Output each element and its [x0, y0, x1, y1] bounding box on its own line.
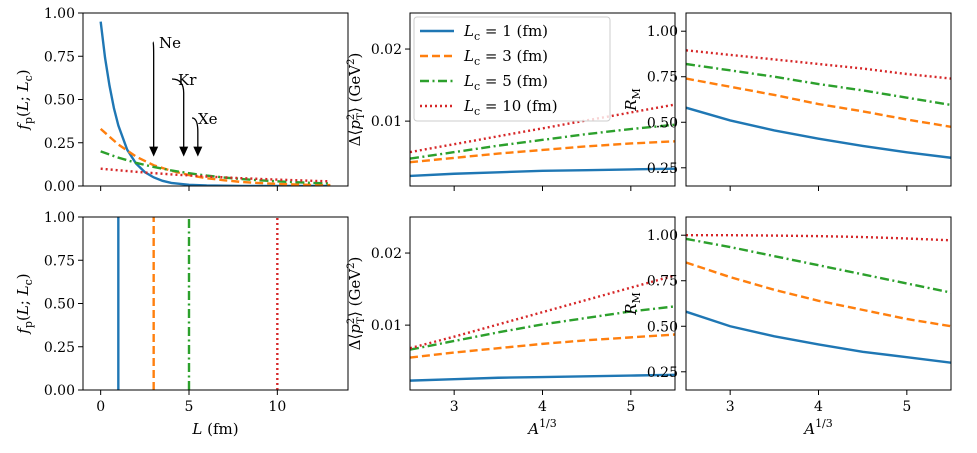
y-tick-label: 0.50: [44, 93, 75, 109]
series-line-lc3: [686, 261, 951, 328]
x-axis-label: A1/3: [526, 417, 557, 438]
y-tick-label: 0.25: [44, 340, 75, 356]
y-tick-label: 0.01: [371, 114, 402, 130]
x-tick-label: 0: [96, 399, 105, 415]
x-tick-label: 4: [814, 399, 823, 415]
series-line-lc5: [686, 237, 951, 294]
annotation-arrow-head: [149, 146, 159, 157]
x-tick-label: 4: [538, 399, 547, 415]
series-line-lc3: [686, 77, 951, 129]
y-tick-label: 0.25: [647, 161, 678, 177]
series-line-lc1: [99, 21, 331, 186]
y-tick-label: 0.50: [647, 319, 678, 335]
x-tick-label: 3: [450, 399, 459, 415]
annotation-arrow-line: [152, 41, 155, 148]
annotation-arrow-line: [171, 78, 185, 148]
annotation-kr: Kr: [178, 71, 197, 89]
series-line-lc1: [410, 373, 675, 382]
y-axis-label: Δ⟨p2T⟩ (GeV2): [346, 257, 367, 351]
y-tick-label: 0.01: [371, 318, 402, 334]
axes-frame: [685, 12, 952, 187]
series-line-lc10: [686, 49, 951, 80]
annotation-arrow-head: [179, 146, 189, 157]
series-line-lc5: [100, 150, 331, 185]
x-axis-label: A1/3: [802, 417, 833, 438]
y-tick-label: 0.02: [371, 246, 402, 262]
y-axis-label: Δ⟨p2T⟩ (GeV2): [346, 53, 367, 147]
series-line-lc1: [686, 106, 951, 159]
x-tick-label: 5: [185, 399, 194, 415]
annotation-ne: Ne: [159, 34, 181, 52]
axes-frame: [685, 216, 952, 391]
y-tick-label: 0.75: [44, 253, 75, 269]
y-tick-label: 1.00: [44, 210, 75, 226]
annotation-arrow-head: [193, 146, 203, 157]
x-tick-label: 5: [626, 399, 635, 415]
legend: Lc = 1 (fm) Lc = 3 (fm) Lc = 5 (fm) Lc = 10…: [413, 16, 611, 122]
series-line-lc5: [410, 305, 675, 351]
y-tick-label: 1.00: [647, 24, 678, 40]
y-axis-label: fp(L; Lc): [14, 273, 35, 334]
x-axis-label: L (fm): [191, 420, 238, 438]
series-line-lc3: [410, 140, 675, 164]
series-line-lc3: [99, 128, 331, 186]
y-axis-label: RM: [622, 88, 643, 112]
series-line-lc10: [686, 234, 951, 242]
x-tick-label: 5: [902, 399, 911, 415]
y-tick-label: 0.50: [647, 115, 678, 131]
y-tick-label: 0.25: [44, 136, 75, 152]
y-tick-label: 0.75: [647, 274, 678, 290]
panel-top-middle: 0.01 0.02Δ⟨p2T⟩ (GeV2) Lc = 1 (fm) Lc = 3 (…: [346, 12, 676, 191]
legend-frame: [413, 16, 611, 122]
series-line-lc1: [410, 167, 675, 178]
panel-top-right: 0.25 0.50 0.75 1.00 RM: [622, 12, 952, 191]
annotation-arrow-line: [191, 117, 199, 148]
series-line-lc3: [410, 333, 675, 359]
axes-frame: [82, 216, 349, 391]
y-tick-label: 1.00: [44, 6, 75, 22]
y-tick-label: 1.00: [647, 228, 678, 244]
y-tick-label: 0.75: [44, 49, 75, 65]
panel-bottom-left: 0.00 0.25 0.50 0.75 1.00 0 5 10 fp(L; Lc) L (fm): [14, 210, 349, 438]
y-axis-label: fp(L; Lc): [14, 69, 35, 130]
panel-bottom-right: 0.25 0.50 0.75 1.00 3 4 5 RM A1/3: [622, 216, 952, 438]
series-line-lc10: [410, 274, 675, 350]
legend-entry-lc1: Lc = 1 (fm): [463, 22, 548, 43]
legend-entry-lc5: Lc = 5 (fm): [463, 72, 548, 93]
series-line-lc5: [686, 62, 951, 107]
y-tick-label: 0.00: [44, 383, 75, 399]
y-tick-label: 0.75: [647, 70, 678, 86]
y-tick-label: 0.02: [371, 42, 402, 58]
series-line-lc5: [410, 123, 675, 160]
y-axis-label: RM: [622, 292, 643, 316]
annotation-xe: Xe: [198, 110, 218, 128]
panel-top-left: 0.00 0.25 0.50 0.75 1.00 fp(L; Lc) Ne Kr Xe: [14, 6, 349, 195]
legend-entry-lc10: Lc = 10 (fm): [463, 97, 558, 118]
y-tick-label: 0.25: [647, 365, 678, 381]
series-line-lc10: [100, 167, 331, 183]
legend-entry-lc3: Lc = 3 (fm): [463, 47, 548, 68]
x-tick-label: 3: [726, 399, 735, 415]
y-tick-label: 0.50: [44, 297, 75, 313]
panel-bottom-middle: 0.01 0.02 3 4 5 Δ⟨p2T⟩ (GeV2) A1/3: [346, 216, 676, 438]
y-tick-label: 0.00: [44, 179, 75, 195]
series-line-lc1: [686, 310, 951, 364]
x-tick-label: 10: [268, 399, 286, 415]
